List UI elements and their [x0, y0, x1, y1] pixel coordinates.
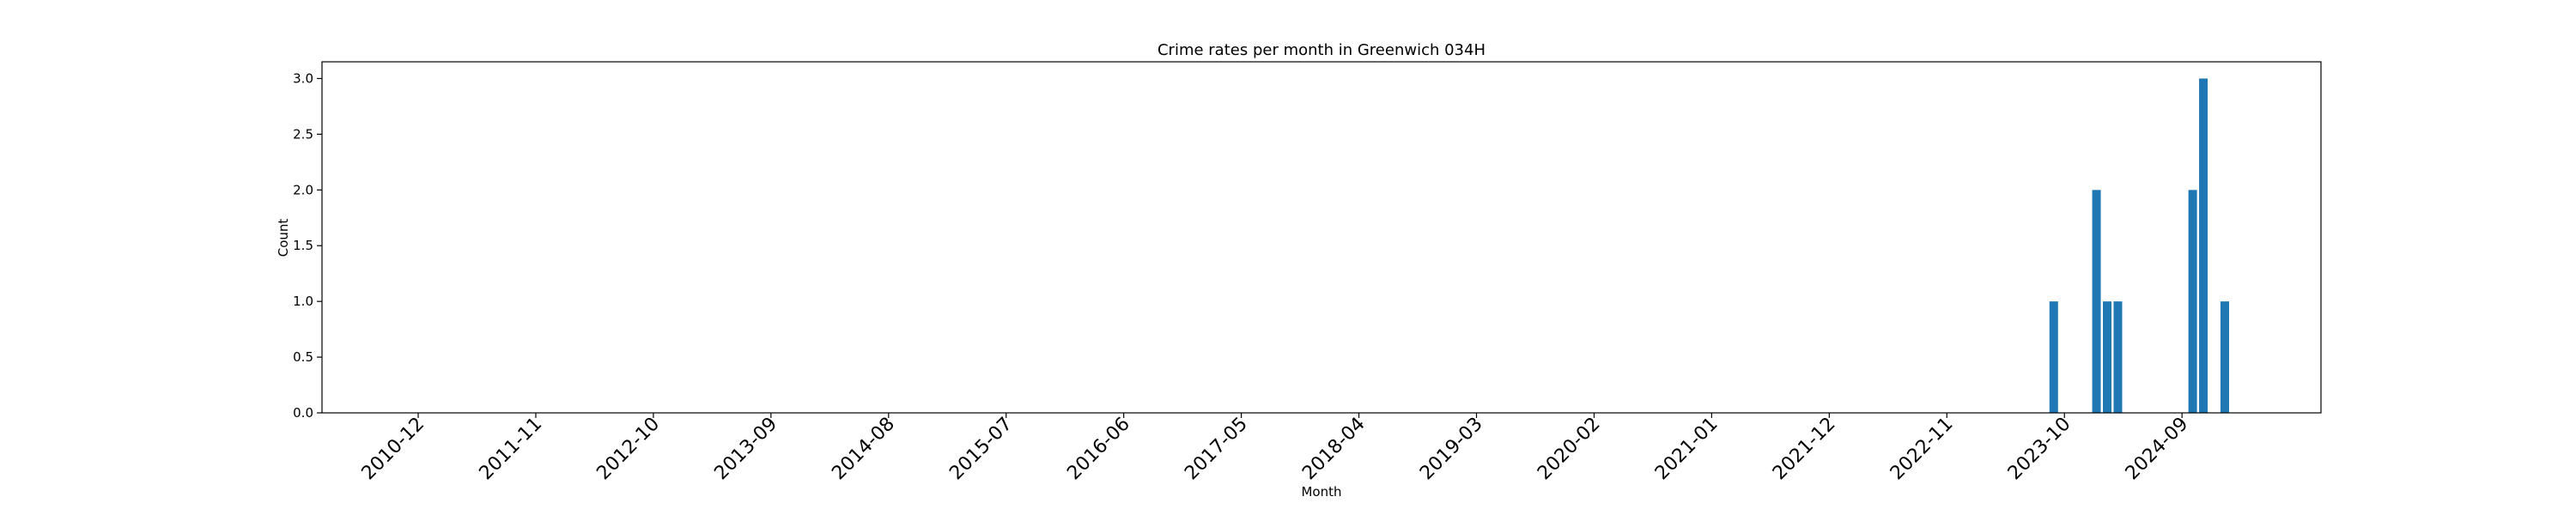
x-axis-title: Month — [1301, 484, 1341, 500]
bar — [2199, 78, 2208, 413]
plot-area — [2049, 78, 2229, 413]
bar — [2188, 190, 2197, 413]
y-tick-label: 2.5 — [293, 126, 313, 142]
y-tick-label: 2.0 — [293, 182, 313, 197]
chart-title: Crime rates per month in Greenwich 034H — [1157, 41, 1485, 59]
y-tick-label: 0.5 — [293, 349, 313, 365]
bar — [2103, 301, 2112, 413]
y-axis-title: Count — [276, 219, 291, 258]
y-axis: 0.0 0.5 1.0 1.5 2.0 2.5 3.0 — [293, 70, 322, 421]
plot-frame — [321, 61, 2322, 414]
y-tick-label: 3.0 — [293, 70, 313, 86]
y-tick-label: 1.5 — [293, 238, 313, 253]
bar — [2092, 190, 2101, 413]
bar — [2049, 301, 2058, 413]
bar — [2220, 301, 2229, 413]
bar — [2113, 301, 2123, 413]
y-tick-label: 0.0 — [293, 405, 313, 421]
y-tick-label: 1.0 — [293, 294, 313, 309]
